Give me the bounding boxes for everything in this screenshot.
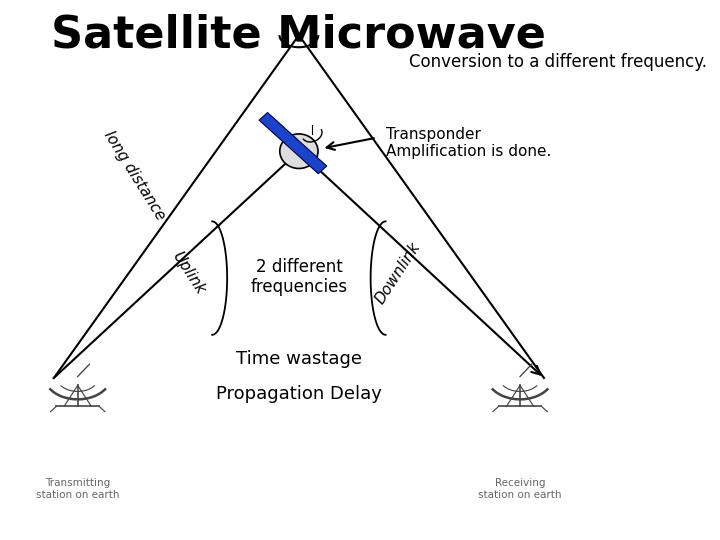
Circle shape <box>280 134 318 168</box>
Text: Time wastage: Time wastage <box>236 350 362 368</box>
Text: Transponder
Amplification is done.: Transponder Amplification is done. <box>386 127 551 159</box>
Text: long distance: long distance <box>101 128 168 223</box>
Text: Propagation Delay: Propagation Delay <box>216 385 382 403</box>
Text: Downlink: Downlink <box>372 239 423 306</box>
FancyArrowPatch shape <box>301 153 540 375</box>
Text: Transmitting
station on earth: Transmitting station on earth <box>36 478 120 500</box>
Polygon shape <box>259 112 327 174</box>
Text: Conversion to a different frequency.: Conversion to a different frequency. <box>410 53 708 71</box>
Text: Receiving
station on earth: Receiving station on earth <box>478 478 562 500</box>
Text: Uplink: Uplink <box>169 248 207 297</box>
FancyArrowPatch shape <box>327 138 374 150</box>
Text: 2 different
frequencies: 2 different frequencies <box>251 258 348 296</box>
Text: Satellite Microwave: Satellite Microwave <box>51 14 546 57</box>
